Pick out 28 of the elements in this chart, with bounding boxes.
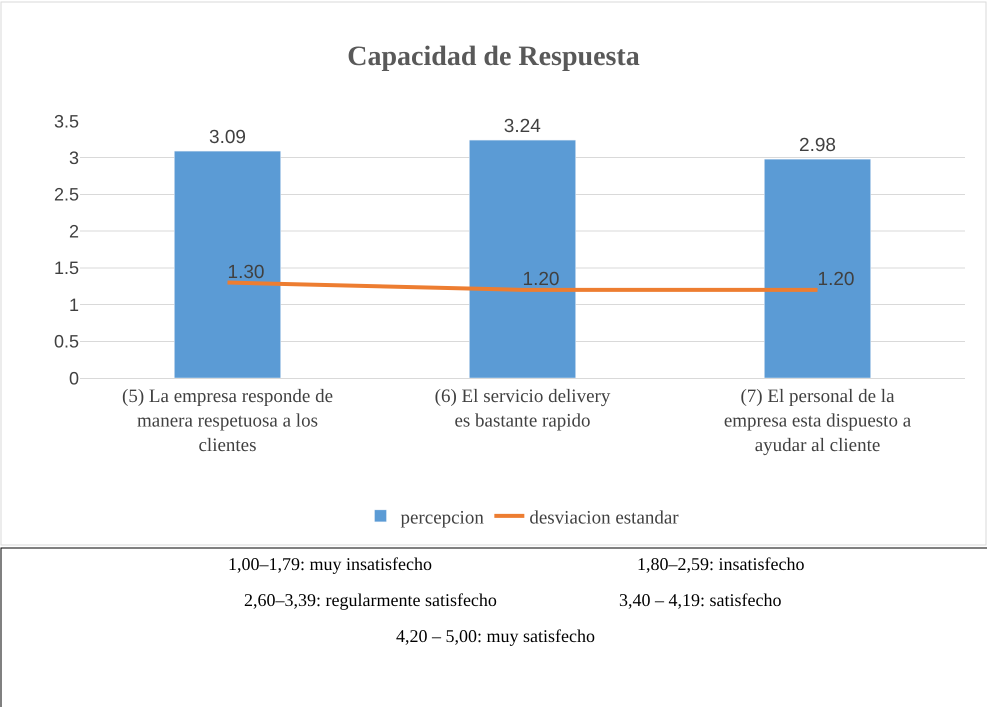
x-tick-label: (5) La empresa responde de manera respetuosa a los clientes — [122, 386, 334, 456]
y-tick-label: 2 — [68, 221, 79, 242]
y-tick-label: 3.5 — [54, 111, 79, 132]
bar — [174, 150, 281, 378]
bar — [469, 140, 576, 378]
text: 3,40 – 4,19: satisfecho — [619, 590, 782, 610]
data-label: 1.20 — [818, 269, 854, 290]
data-label: 1.20 — [522, 269, 560, 290]
data-label: 3.09 — [209, 127, 246, 148]
text: 1,00–1,79: muy insatisfecho — [228, 554, 432, 574]
y-tick-label: 1.5 — [54, 258, 79, 278]
x-tick-label: (7) El personal de la empresa esta dispuesto a ayudar al cliente — [724, 386, 912, 456]
text: 1,80–2,59: insatisfecho — [637, 554, 804, 574]
data-label: 2.98 — [799, 135, 836, 156]
y-tick-label: 0 — [68, 368, 79, 388]
y-tick-label: 2.5 — [54, 184, 79, 205]
x-tick-label: (6) El servicio delivery es bastante rapido — [434, 386, 611, 432]
chart-title: Capacidad de Respuesta — [347, 40, 640, 72]
data-label: 1.30 — [228, 262, 264, 283]
bar — [764, 158, 871, 378]
data-label: 3.24 — [504, 116, 542, 138]
legend-label: percepcion — [400, 507, 484, 528]
text: 4,20 – 5,00: muy satisfecho — [396, 626, 595, 646]
y-tick-label: 0.5 — [54, 332, 79, 352]
y-tick-label: 1 — [68, 294, 79, 315]
text: 2,60–3,39: regularmente satisfecho — [244, 590, 497, 610]
legend-label: desviacion estandar — [529, 507, 680, 528]
y-tick-label: 3 — [68, 148, 79, 168]
